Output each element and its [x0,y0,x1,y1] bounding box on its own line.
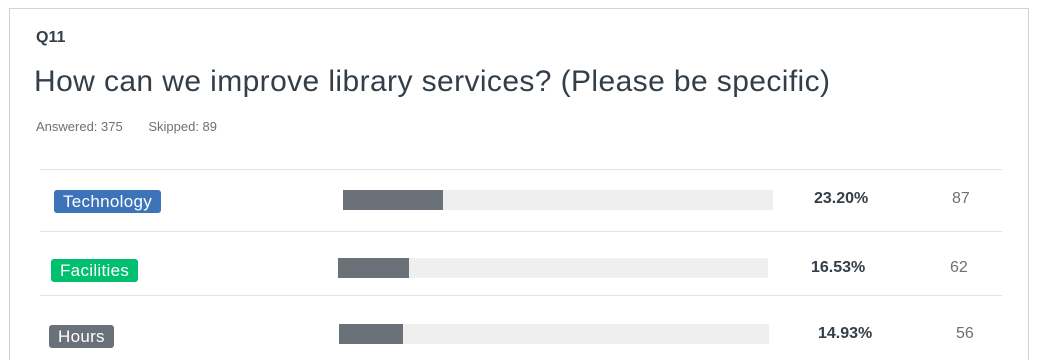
response-count: 87 [952,190,970,207]
percent-label: 16.53% [811,259,866,276]
response-count: 62 [950,259,968,276]
bar-track [343,190,773,210]
answered-count: Answered: 375 [36,119,123,134]
bar-track [339,324,769,344]
bar-track [338,258,768,278]
response-summary: Answered: 375 Skipped: 89 [36,119,217,134]
answer-row-facilities: Facilities 16.53% 62 [40,231,1002,296]
percent-label: 23.20% [814,190,869,207]
category-tag[interactable]: Facilities [51,259,139,282]
question-card: Q11 How can we improve library services?… [9,8,1029,360]
answer-row-technology: Technology 23.20% 87 [40,169,1002,234]
bar-fill [338,258,410,278]
percent-label: 14.93% [818,325,873,342]
response-count: 56 [956,325,974,342]
category-tag[interactable]: Technology [54,190,162,213]
question-title: How can we improve library services? (Pl… [34,65,831,98]
answer-row-hours: Hours 14.93% 56 [40,295,1002,362]
skipped-count: Skipped: 89 [148,119,218,134]
bar-fill [343,190,443,210]
category-tag[interactable]: Hours [49,325,114,348]
bar-fill [339,324,404,344]
question-number: Q11 [36,29,66,46]
